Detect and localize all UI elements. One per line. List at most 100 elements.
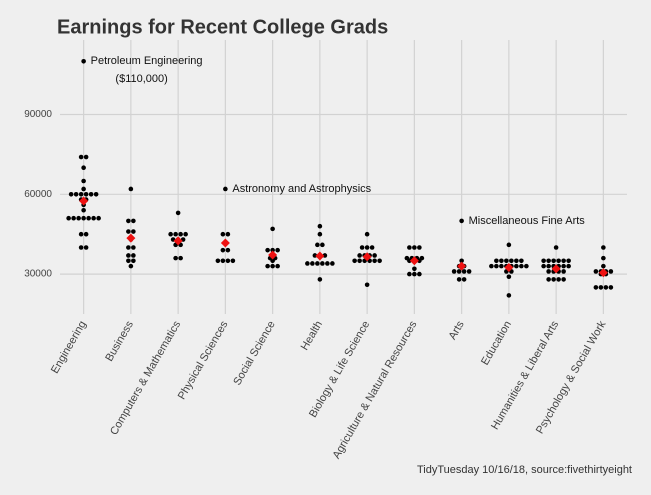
x-tick-label: Education xyxy=(479,319,514,367)
dot xyxy=(546,258,551,264)
annotation: Petroleum Engineering xyxy=(91,55,203,67)
x-tick-label: Business xyxy=(103,319,136,364)
dot xyxy=(494,263,499,269)
dot xyxy=(223,186,228,192)
dot xyxy=(456,277,462,282)
dot xyxy=(601,245,606,250)
mean-marker xyxy=(220,238,230,248)
dot xyxy=(76,215,81,221)
dot xyxy=(357,258,362,264)
dot xyxy=(404,255,410,261)
dot xyxy=(499,263,504,269)
dot xyxy=(459,258,464,264)
dot xyxy=(514,258,519,264)
dot xyxy=(265,263,270,269)
dot xyxy=(220,247,226,253)
dot xyxy=(131,245,136,250)
dot xyxy=(556,258,561,264)
dot xyxy=(466,269,472,274)
dot xyxy=(412,266,417,272)
dot xyxy=(225,258,231,264)
dot xyxy=(601,263,606,269)
mean-marker xyxy=(126,233,136,243)
dot xyxy=(126,218,131,224)
dot xyxy=(96,215,101,221)
dot xyxy=(275,247,280,253)
dot xyxy=(593,285,599,290)
dot xyxy=(519,258,524,264)
dot xyxy=(553,245,559,250)
x-tick-label: Health xyxy=(299,319,325,353)
dot xyxy=(556,277,561,282)
dot xyxy=(320,261,325,266)
mean-marker xyxy=(551,264,561,274)
dot xyxy=(601,255,606,261)
dot xyxy=(225,231,231,237)
dot xyxy=(509,258,514,264)
dot xyxy=(359,245,365,250)
dot xyxy=(128,263,134,269)
dot xyxy=(541,263,546,269)
dot xyxy=(81,178,86,184)
dot xyxy=(417,271,422,277)
dot xyxy=(546,269,551,274)
dot xyxy=(320,242,325,248)
x-tick-label: Physical Sciences xyxy=(176,319,231,402)
dot xyxy=(220,258,226,264)
mean-marker xyxy=(504,262,514,272)
dot xyxy=(178,231,183,237)
dot xyxy=(175,210,181,216)
dot xyxy=(126,258,131,264)
dot xyxy=(364,245,370,250)
dot xyxy=(78,245,84,250)
mean-marker xyxy=(268,250,278,260)
dot xyxy=(494,258,499,264)
dot xyxy=(81,58,86,64)
dot xyxy=(270,263,275,269)
x-tick-label: Engineering xyxy=(49,319,89,376)
chart-title: Earnings for Recent College Grads xyxy=(57,16,388,38)
dot xyxy=(369,245,375,250)
dot xyxy=(524,263,529,269)
dot xyxy=(71,215,76,221)
dot xyxy=(83,245,89,250)
dot xyxy=(546,277,551,282)
dot xyxy=(270,226,275,232)
dot xyxy=(561,263,566,269)
dot xyxy=(377,258,382,264)
dot xyxy=(419,255,425,261)
mean-marker xyxy=(409,256,419,266)
dot xyxy=(178,255,183,261)
dot xyxy=(364,231,370,237)
dot xyxy=(230,258,236,264)
dot xyxy=(83,191,89,197)
dot xyxy=(86,215,91,221)
dot xyxy=(506,274,512,280)
dot xyxy=(83,154,89,160)
dot xyxy=(126,229,131,234)
dot xyxy=(68,191,74,197)
dot xyxy=(317,277,323,282)
dot xyxy=(506,293,512,298)
dot xyxy=(81,207,86,213)
dot xyxy=(407,271,412,277)
dot xyxy=(73,191,79,197)
dot xyxy=(131,253,136,258)
dot xyxy=(608,269,614,274)
dot xyxy=(325,261,330,266)
dot xyxy=(357,253,362,258)
dot xyxy=(519,263,524,269)
dot xyxy=(275,263,280,269)
dot xyxy=(461,277,467,282)
dot xyxy=(66,215,71,221)
x-tick-label: Arts xyxy=(447,319,467,342)
dot xyxy=(566,258,571,264)
annotation: Astronomy and Astrophysics xyxy=(232,183,371,195)
dot xyxy=(330,261,335,266)
dot xyxy=(173,231,178,237)
dot xyxy=(504,258,509,264)
dot xyxy=(128,186,134,192)
dot xyxy=(603,285,609,290)
dot xyxy=(593,269,599,274)
